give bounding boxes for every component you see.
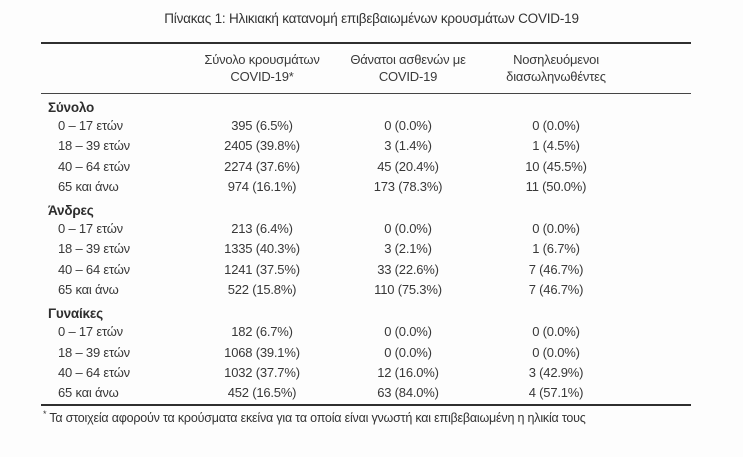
age-group-label: 40 – 64 ετών xyxy=(58,261,130,277)
column-header-deaths: Θάνατοι ασθενών με COVID-19 xyxy=(350,52,466,84)
deaths-value: 3 (2.1%) xyxy=(384,241,432,257)
column-header-empty xyxy=(41,51,186,85)
intubated-value: 10 (45.5%) xyxy=(525,158,587,174)
age-group-label: 18 – 39 ετών xyxy=(58,344,130,360)
page-title: Πίνακας 1: Ηλικιακή κατανομή επιβεβαιωμέ… xyxy=(164,11,579,26)
table-row: 65 και άνω 974 (16.1%) 173 (78.3%) 11 (5… xyxy=(41,177,691,197)
deaths-value: 0 (0.0%) xyxy=(384,118,432,133)
deaths-value: 3 (1.4%) xyxy=(384,138,432,154)
intubated-value: 1 (4.5%) xyxy=(532,138,580,154)
age-group-label: 0 – 17 ετών xyxy=(58,324,123,340)
deaths-value: 63 (84.0%) xyxy=(377,385,439,401)
cases-value: 1032 (37.7%) xyxy=(224,364,300,380)
table-header-row: Σύνολο κρουσμάτων COVID-19* Θάνατοι ασθε… xyxy=(41,44,691,94)
intubated-value: 11 (50.0%) xyxy=(525,178,587,194)
covid-age-distribution-table: Σύνολο κρουσμάτων COVID-19* Θάνατοι ασθε… xyxy=(41,42,691,404)
deaths-value: 173 (78.3%) xyxy=(373,178,443,194)
table-row: 0 – 17 ετών 213 (6.4%) 0 (0.0%) 0 (0.0%) xyxy=(41,219,691,239)
age-group-label: 40 – 64 ετών xyxy=(58,158,130,174)
table-row: 40 – 64 ετών 2274 (37.6%) 45 (20.4%) 10 … xyxy=(41,157,691,177)
cases-value: 1241 (37.5%) xyxy=(224,261,300,277)
cases-value: 213 (6.4%) xyxy=(231,221,293,237)
cases-value: 452 (16.5%) xyxy=(227,385,297,401)
table-row: 18 – 39 ετών 1068 (39.1%) 0 (0.0%) 0 (0.… xyxy=(41,343,691,363)
intubated-value: 7 (46.7%) xyxy=(528,282,584,298)
age-group-label: 65 και άνω xyxy=(58,385,119,401)
intubated-value: 7 (46.7%) xyxy=(528,261,584,277)
footnote-text: Τα στοιχεία αφορούν τα κρούσματα εκείνα … xyxy=(49,411,586,426)
cases-value: 974 (16.1%) xyxy=(227,178,297,194)
table-row: 65 και άνω 522 (15.8%) 110 (75.3%) 7 (46… xyxy=(41,280,691,300)
section-label-total: Σύνολο xyxy=(48,100,95,115)
footnote-asterisk-marker: * xyxy=(43,409,47,419)
cases-value: 1068 (39.1%) xyxy=(224,344,300,360)
table-row: 18 – 39 ετών 2405 (39.8%) 3 (1.4%) 1 (4.… xyxy=(41,136,691,156)
table-row: 0 – 17 ετών 182 (6.7%) 0 (0.0%) 0 (0.0%) xyxy=(41,322,691,342)
deaths-value: 0 (0.0%) xyxy=(384,344,432,360)
intubated-value: 0 (0.0%) xyxy=(532,344,580,360)
cases-value: 522 (15.8%) xyxy=(227,282,297,298)
intubated-value: 1 (6.7%) xyxy=(532,241,580,257)
intubated-value: 0 (0.0%) xyxy=(532,118,580,133)
age-group-label: 65 και άνω xyxy=(58,178,119,194)
table-row: 0 – 17 ετών 395 (6.5%) 0 (0.0%) 0 (0.0%) xyxy=(41,116,691,136)
table-row: 40 – 64 ετών 1241 (37.5%) 33 (22.6%) 7 (… xyxy=(41,260,691,280)
table-row: 40 – 64 ετών 1032 (37.7%) 12 (16.0%) 3 (… xyxy=(41,363,691,383)
section-label-women: Γυναίκες xyxy=(48,306,103,322)
cases-value: 395 (6.5%) xyxy=(231,118,293,133)
table-footnote: * Τα στοιχεία αφορούν τα κρούσματα εκείνα… xyxy=(41,404,691,425)
intubated-value: 0 (0.0%) xyxy=(532,221,580,237)
cases-value: 182 (6.7%) xyxy=(231,324,293,340)
age-group-label: 65 και άνω xyxy=(58,282,119,298)
column-header-intubated: Νοσηλευόμενοι διασωληνωθέντες xyxy=(506,52,606,84)
deaths-value: 110 (75.3%) xyxy=(374,282,442,298)
cases-value: 2274 (37.6%) xyxy=(224,158,300,174)
intubated-value: 3 (42.9%) xyxy=(528,364,584,380)
section-label-men: Άνδρες xyxy=(48,203,94,219)
cases-value: 1335 (40.3%) xyxy=(224,241,300,257)
deaths-value: 0 (0.0%) xyxy=(384,221,432,237)
column-header-total-cases: Σύνολο κρουσμάτων COVID-19* xyxy=(204,52,320,84)
deaths-value: 0 (0.0%) xyxy=(384,324,432,340)
column-header-spacer xyxy=(634,51,691,85)
table-row: 65 και άνω 452 (16.5%) 63 (84.0%) 4 (57.… xyxy=(41,383,691,403)
deaths-value: 45 (20.4%) xyxy=(377,158,439,174)
age-group-label: 0 – 17 ετών xyxy=(58,118,123,133)
age-group-label: 18 – 39 ετών xyxy=(58,241,130,257)
deaths-value: 12 (16.0%) xyxy=(377,364,439,380)
intubated-value: 0 (0.0%) xyxy=(532,324,580,340)
age-group-label: 18 – 39 ετών xyxy=(58,138,130,154)
intubated-value: 4 (57.1%) xyxy=(528,385,584,401)
table-row: 18 – 39 ετών 1335 (40.3%) 3 (2.1%) 1 (6.… xyxy=(41,239,691,259)
age-group-label: 40 – 64 ετών xyxy=(58,364,130,380)
age-group-label: 0 – 17 ετών xyxy=(58,221,123,237)
cases-value: 2405 (39.8%) xyxy=(224,138,300,154)
deaths-value: 33 (22.6%) xyxy=(377,261,439,277)
